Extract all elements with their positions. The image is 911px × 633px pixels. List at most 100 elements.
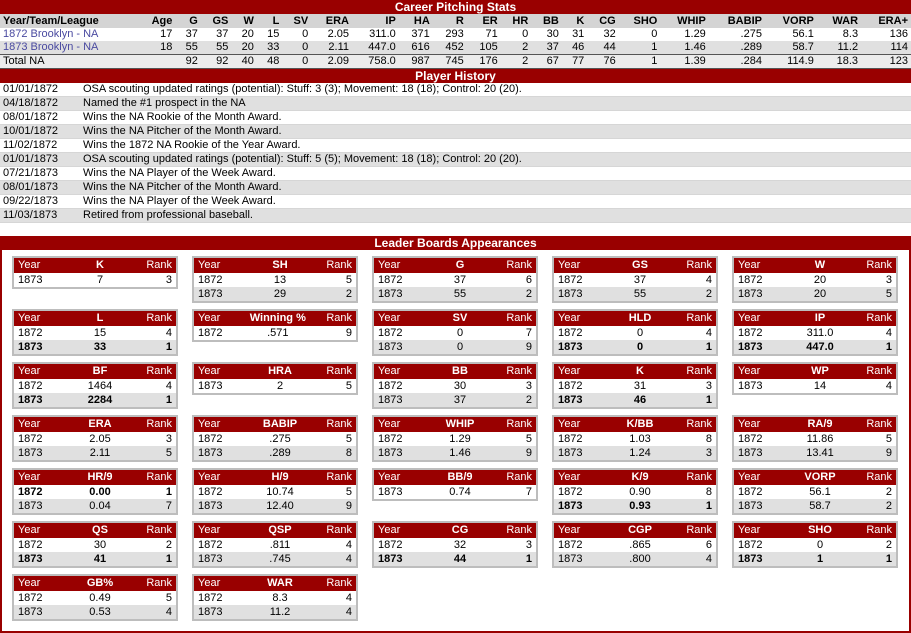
season-team-link[interactable]: 1872 Brooklyn - NA [3, 28, 99, 40]
leaderboard-value-cell: 15 [93, 327, 107, 339]
history-date: 10/01/1872 [3, 125, 59, 137]
leaderboard-rank-header: Rank [482, 416, 537, 432]
leaderboard-stat-header: K/BB [618, 416, 662, 432]
leaderboard-stat-header: H/9 [258, 469, 302, 485]
career-stats-table: Year/Team/League Age G GS W L SV ERA IP HA R ER HR BB… [0, 14, 911, 69]
leaderboard-row: 1872 30 3 [373, 379, 537, 393]
career-total-cell: 123 [889, 55, 908, 67]
leaderboard-value-cell: 2284 [87, 394, 113, 406]
leaderboard-value-cell: 12.40 [266, 500, 294, 512]
leaderboard-rank-cell: 7 [525, 327, 532, 339]
career-stat-cell: 71 [485, 28, 498, 40]
leaderboard-rank-header: Rank [842, 257, 897, 273]
leaderboard-year-header: Year [193, 257, 258, 273]
leaderboard-rank-header: Rank [482, 257, 537, 273]
leaderboard-year-cell: 1872 [558, 433, 583, 445]
leaderboard-value-cell: .571 [267, 327, 289, 339]
leaderboard-row: 1873 0 1 [553, 340, 717, 355]
leaderboard-rank-header: Rank [482, 363, 537, 379]
leaderboard-year-header: Year [13, 575, 78, 591]
leaderboard-row: 1873 55 2 [553, 287, 717, 302]
leaderboard-value-cell: 29 [273, 288, 287, 300]
leaderboard-row: 1872 37 6 [373, 273, 537, 287]
leaderboard-year-cell: 1873 [558, 341, 583, 353]
career-stat-cell: 37 [185, 28, 198, 40]
leaderboard-rank-cell: 5 [345, 433, 352, 445]
leaderboard-year-header: Year [553, 363, 618, 379]
leaderboard-rank-header: Rank [842, 310, 897, 326]
history-event-text: Named the #1 prospect in the NA [83, 97, 246, 109]
leaderboard-value-cell: 55 [633, 288, 647, 300]
leaderboard-row: 1873 .289 8 [193, 446, 357, 461]
leaderboard-stat-header: HR/9 [78, 469, 122, 485]
career-column-header: GS [200, 14, 232, 28]
career-stat-cell: 30 [546, 28, 559, 40]
leaderboard-value-cell: 32 [453, 539, 467, 551]
leaderboard-value-cell: 55 [453, 288, 467, 300]
leaderboard-year-cell: 1873 [738, 380, 763, 392]
leaderboard-table-sho: Year SHO Rank 1872 0 2 1873 1 1 [732, 521, 898, 568]
leaderboard-rank-cell: 1 [165, 341, 172, 353]
leaderboard-value-cell: 37 [633, 274, 647, 286]
leaderboard-year-header: Year [13, 257, 78, 273]
leaderboard-value-cell: .811 [269, 539, 291, 551]
leaderboard-rank-header: Rank [662, 469, 717, 485]
leaderboard-row: 1872 0 4 [553, 326, 717, 340]
leaderboard-rank-cell: 4 [345, 539, 352, 551]
career-column-header: G [175, 14, 201, 28]
leaderboard-table-k: Year K Rank 1873 7 3 [12, 256, 178, 289]
leaderboard-year-header: Year [373, 310, 438, 326]
leaderboard-value-cell: .800 [629, 553, 651, 565]
history-date: 01/01/1873 [3, 153, 59, 165]
leaderboard-row: 1873 33 1 [13, 340, 177, 355]
leaderboard-value-cell: 56.1 [809, 486, 831, 498]
leaderboard-table-l: Year L Rank 1872 15 4 1873 33 1 [12, 309, 178, 356]
history-event-text: Retired from professional baseball. [83, 209, 253, 221]
leaderboard-year-cell: 1873 [198, 380, 223, 392]
history-date: 01/01/1872 [3, 83, 59, 95]
season-team-link[interactable]: 1873 Brooklyn - NA [3, 41, 99, 53]
leaderboard-year-header: Year [373, 257, 438, 273]
career-stat-cell: 20 [241, 41, 254, 53]
career-column-header: IP [352, 14, 399, 28]
career-stat-cell: 32 [603, 28, 616, 40]
leaderboard-row: 1872 0 2 [733, 538, 897, 552]
leaderboard-value-cell: 10.74 [266, 486, 294, 498]
leaderboard-value-cell: 46 [633, 394, 647, 406]
leaderboard-year-cell: 1872 [198, 592, 223, 604]
leaderboard-rank-header: Rank [309, 310, 357, 326]
leaderboard-row: 1873 2.11 5 [13, 446, 177, 461]
leaderboard-row: 1873 0.53 4 [13, 605, 177, 620]
leaderboard-year-cell: 1872 [738, 486, 763, 498]
leaderboard-rank-header: Rank [122, 257, 177, 273]
leaderboard-rank-cell: 3 [165, 433, 172, 445]
leaderboard-table-gbpct: Year GB% Rank 1872 0.49 5 1873 0.53 4 [12, 574, 178, 621]
leaderboard-stat-header: BB [438, 363, 482, 379]
leaderboard-row: 1873 0.74 7 [373, 485, 537, 500]
leaderboard-year-cell: 1872 [378, 380, 403, 392]
leaderboard-rank-cell: 3 [885, 274, 892, 286]
leaderboard-year-cell: 1873 [738, 500, 763, 512]
leaderboard-year-header: Year [553, 257, 618, 273]
career-stat-cell: 293 [445, 28, 464, 40]
career-section-title: Career Pitching Stats [0, 0, 911, 14]
leaderboard-year-header: Year [13, 363, 78, 379]
leaderboard-row: 1872 10.74 5 [193, 485, 357, 499]
leaderboard-year-cell: 1873 [738, 447, 763, 459]
history-row: 01/01/1873 OSA scouting updated ratings (… [0, 153, 911, 167]
career-stat-cell: 0 [522, 28, 529, 40]
career-total-cell: 67 [546, 55, 559, 67]
leaderboard-row: 1873 0.93 1 [553, 499, 717, 514]
player-history-rows: 01/01/1872 OSA scouting updated ratings (… [0, 83, 911, 223]
career-column-header: ER [466, 14, 501, 28]
leaderboard-table-w: Year W Rank 1872 20 3 1873 20 5 [732, 256, 898, 303]
career-total-cell: 76 [603, 55, 616, 67]
career-total-cell: 176 [479, 55, 498, 67]
leaderboard-stat-header: ERA [78, 416, 122, 432]
leaderboard-row: 1873 1.24 3 [553, 446, 717, 461]
leaderboard-value-cell: 2 [276, 380, 284, 392]
career-stat-cell: .275 [740, 28, 762, 40]
leaderboard-rank-cell: 7 [525, 486, 532, 498]
leaderboard-value-cell: 37 [453, 274, 467, 286]
leaderboard-row: 1873 46 1 [553, 393, 717, 408]
